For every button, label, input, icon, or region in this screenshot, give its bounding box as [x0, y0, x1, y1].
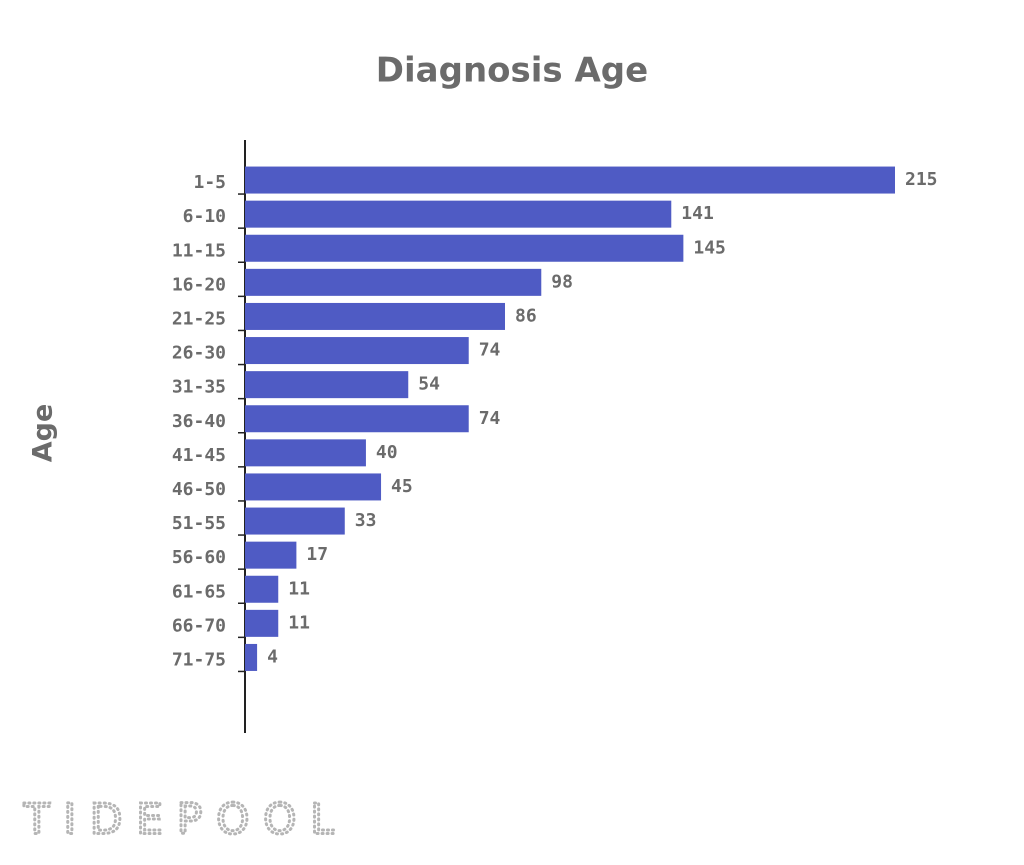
y-tick-label: 41-45: [172, 445, 226, 466]
value-label: 215: [905, 169, 938, 190]
bar: [245, 643, 258, 671]
bar: [245, 234, 684, 262]
value-label: 45: [391, 476, 413, 497]
y-tick-label: 1-5: [193, 172, 226, 193]
value-label: 145: [693, 237, 726, 258]
value-label: 11: [288, 612, 310, 633]
bar: [245, 439, 366, 467]
y-tick-label: 61-65: [172, 581, 226, 602]
bar: [245, 575, 279, 603]
y-tick-label: 31-35: [172, 377, 226, 398]
y-tick-label: 51-55: [172, 513, 226, 534]
bar: [245, 337, 469, 365]
value-label: 98: [551, 271, 573, 292]
value-label: 17: [306, 544, 328, 565]
y-tick-label: 46-50: [172, 479, 226, 500]
y-tick-label: 6-10: [183, 206, 226, 227]
bar: [245, 507, 345, 535]
y-tick-label: 56-60: [172, 547, 226, 568]
value-label: 74: [479, 408, 501, 429]
bar: [245, 405, 469, 433]
chart-title: Diagnosis Age: [376, 51, 648, 91]
bar: [245, 302, 505, 330]
value-label: 54: [418, 374, 440, 395]
value-label: 40: [376, 442, 398, 463]
y-tick-label: 26-30: [172, 343, 226, 364]
bar: [245, 200, 672, 228]
y-tick-label: 11-15: [172, 240, 226, 261]
value-label: 141: [681, 203, 714, 224]
bar: [245, 268, 542, 296]
value-label: 4: [267, 646, 278, 667]
bar: [245, 473, 382, 501]
y-tick-label: 21-25: [172, 308, 226, 329]
y-tick-label: 16-20: [172, 274, 226, 295]
brand-logo: TIDEPOOL: [23, 795, 348, 844]
value-label: 86: [515, 305, 537, 326]
bar: [245, 166, 895, 194]
value-label: 11: [288, 578, 310, 599]
value-label: 74: [479, 340, 501, 361]
y-axis-title: Age: [28, 404, 59, 463]
y-tick-label: 36-40: [172, 411, 226, 432]
bar: [245, 371, 409, 399]
bar: [245, 541, 297, 569]
value-label: 33: [355, 510, 377, 531]
y-tick-label: 71-75: [172, 649, 226, 670]
y-tick-label: 66-70: [172, 615, 226, 636]
bar: [245, 609, 279, 637]
